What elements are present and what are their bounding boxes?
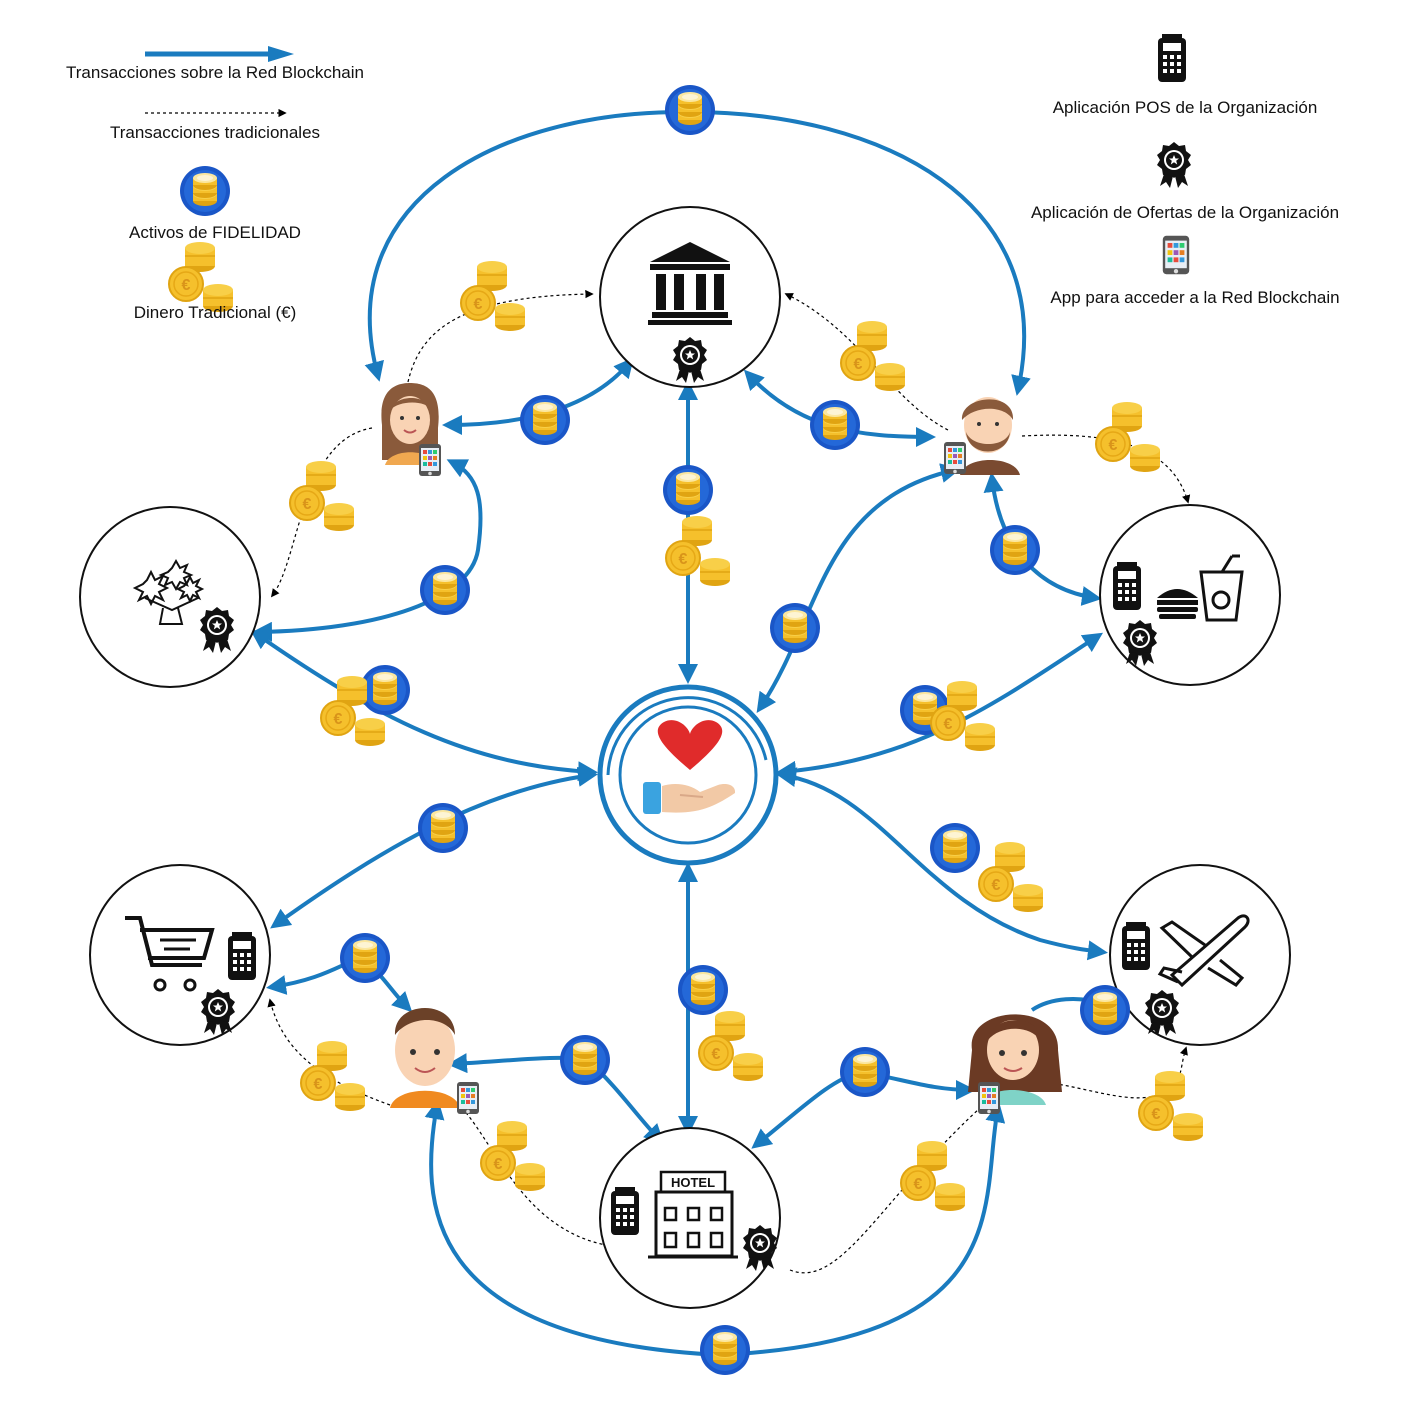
burger-icon xyxy=(1157,589,1198,619)
hotel-icon: HOTEL xyxy=(648,1170,738,1259)
loyalty-token-icon xyxy=(560,1035,610,1085)
loyalty-token-icon xyxy=(700,1325,750,1375)
euro-coins-icon xyxy=(460,260,526,332)
euro-coins-icon xyxy=(978,841,1044,913)
euro-coins-icon xyxy=(665,515,731,587)
fast-food-node xyxy=(1099,504,1281,686)
loyalty-token-icon xyxy=(663,465,713,515)
loyalty-token-icon xyxy=(360,665,410,715)
hotel-node: HOTEL xyxy=(599,1127,781,1309)
loyalty-token-icon xyxy=(810,400,860,450)
shopping-cart-icon xyxy=(125,916,215,992)
pos-terminal-icon xyxy=(228,932,256,980)
legend: Transacciones sobre la Red Blockchain Tr… xyxy=(66,34,1340,322)
loyalty-token-icon xyxy=(340,933,390,983)
woman-long-hair-avatar xyxy=(968,1014,1062,1114)
phone-icon xyxy=(457,1082,479,1114)
legend-phone-icon xyxy=(1162,235,1190,275)
hotel-sign: HOTEL xyxy=(671,1175,715,1190)
legend-money-icon xyxy=(168,241,234,313)
legend-money-label: Dinero Tradicional (€) xyxy=(134,303,297,322)
euro-coins-icon xyxy=(1138,1070,1204,1142)
euro-coins-icon xyxy=(900,1140,966,1212)
legend-token-label: Activos de FIDELIDAD xyxy=(129,223,301,242)
legend-pos-icon xyxy=(1158,34,1186,82)
airplane-icon xyxy=(1157,914,1250,988)
heart-hand-icon xyxy=(643,720,736,814)
phone-icon xyxy=(944,442,966,474)
legend-traditional-label: Transacciones tradicionales xyxy=(110,123,320,142)
phone-icon xyxy=(419,444,441,476)
euro-coins-icon xyxy=(289,460,355,532)
legend-phone-label: App para acceder a la Red Blockchain xyxy=(1050,288,1339,307)
loyalty-token-icon xyxy=(678,965,728,1015)
loyalty-token-icon xyxy=(840,1047,890,1097)
loyalty-token-icon xyxy=(520,395,570,445)
supermarket-node xyxy=(89,864,271,1046)
loyalty-token-icon xyxy=(770,603,820,653)
pos-terminal-icon xyxy=(611,1187,639,1235)
charity-hub-node xyxy=(597,684,779,866)
euro-coins-icon xyxy=(300,1040,366,1112)
phone-icon xyxy=(978,1082,1000,1114)
man-beard-avatar xyxy=(944,397,1020,475)
bank-icon xyxy=(648,242,732,325)
loyalty-token-icon xyxy=(665,85,715,135)
drink-cup-icon xyxy=(1199,554,1244,622)
airline-node xyxy=(1109,864,1291,1046)
loyalty-token-icon xyxy=(930,823,980,873)
woman-brown-hair-avatar xyxy=(381,383,441,476)
legend-blockchain-label: Transacciones sobre la Red Blockchain xyxy=(66,63,364,82)
flower-bouquet-icon xyxy=(132,558,205,625)
legend-pos-label: Aplicación POS de la Organización xyxy=(1053,98,1318,117)
bank-node xyxy=(599,206,781,388)
legend-offers-icon xyxy=(1157,142,1191,188)
legend-token-icon xyxy=(180,166,230,216)
legend-offers-label: Aplicación de Ofertas de la Organización xyxy=(1031,203,1339,222)
loyalty-token-icon xyxy=(990,525,1040,575)
pos-terminal-icon xyxy=(1122,922,1150,970)
euro-coins-icon xyxy=(840,320,906,392)
euro-coins-icon xyxy=(1095,401,1161,473)
traditional-arrows xyxy=(267,289,1191,1274)
boy-orange-shirt-avatar xyxy=(390,1007,479,1114)
loyalty-token-icon xyxy=(420,565,470,615)
flower-shop-node xyxy=(79,506,261,688)
euro-coins-icon xyxy=(698,1010,764,1082)
pos-terminal-icon xyxy=(1113,562,1141,610)
loyalty-token-icon xyxy=(418,803,468,853)
loyalty-token-icon xyxy=(1080,985,1130,1035)
euro-coins-icon xyxy=(480,1120,546,1192)
